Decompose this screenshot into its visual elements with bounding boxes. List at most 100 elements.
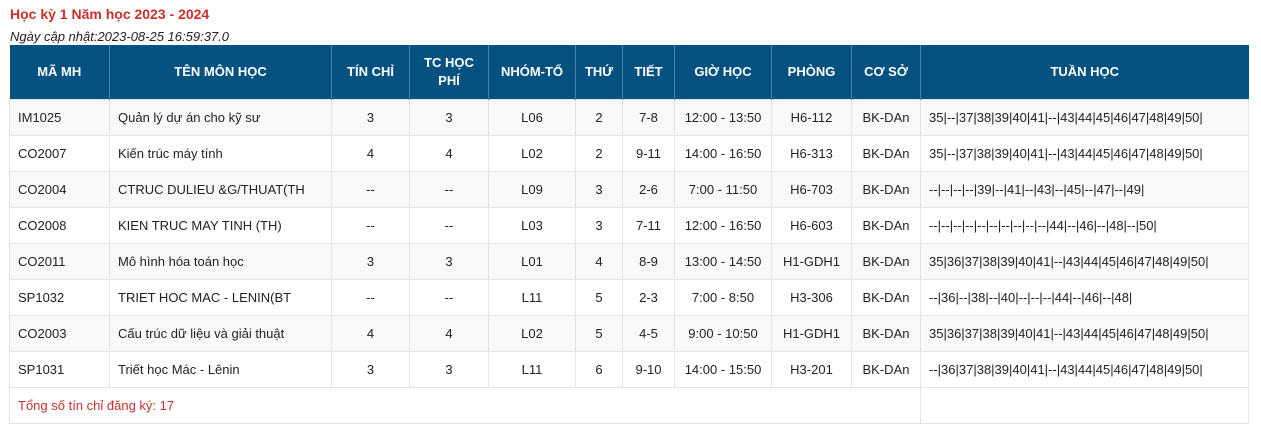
period-cell: 9-11 — [622, 135, 675, 172]
time-cell: 12:00 - 13:50 — [674, 99, 772, 136]
campus-cell: BK-DAn — [851, 351, 921, 388]
day-cell: 3 — [575, 207, 623, 244]
header-weeks: TUẦN HỌC — [920, 45, 1249, 100]
room-cell: H1-GDH1 — [771, 315, 852, 352]
weeks-cell: 35|--|37|38|39|40|41|--|43|44|45|46|47|4… — [920, 99, 1249, 136]
time-cell: 13:00 - 14:50 — [674, 243, 772, 280]
group-cell: L02 — [488, 315, 576, 352]
day-cell: 3 — [575, 171, 623, 208]
header-day: THỨ — [575, 45, 623, 100]
day-cell: 4 — [575, 243, 623, 280]
group-cell: L03 — [488, 207, 576, 244]
course-code-cell: CO2004 — [9, 171, 110, 208]
course-code-cell: CO2007 — [9, 135, 110, 172]
group-cell: L09 — [488, 171, 576, 208]
header-period: TIẾT — [622, 45, 675, 100]
table-row: CO2004 CTRUC DULIEU &G/THUAT(TH -- -- L09 3 2-… — [9, 171, 1249, 208]
campus-cell: BK-DAn — [851, 135, 921, 172]
weeks-cell: 35|--|37|38|39|40|41|--|43|44|45|46|47|4… — [920, 135, 1249, 172]
campus-cell: BK-DAn — [851, 99, 921, 136]
campus-cell: BK-DAn — [851, 207, 921, 244]
room-cell: H3-306 — [771, 279, 852, 316]
day-cell: 6 — [575, 351, 623, 388]
header-course-name: TÊN MÔN HỌC — [109, 45, 332, 100]
campus-cell: BK-DAn — [851, 243, 921, 280]
credits-cell: -- — [331, 171, 410, 208]
header-group: NHÓM-TỔ — [488, 45, 576, 100]
course-code-cell: CO2008 — [9, 207, 110, 244]
table-body: IM1025 Quản lý dự án cho kỹ sư 3 3 L06 2 7-8 12… — [9, 99, 1249, 388]
group-cell: L11 — [488, 279, 576, 316]
weeks-cell: --|36|--|38|--|40|--|--|--|44|--|46|--|4… — [920, 279, 1249, 316]
credits-cell: 3 — [331, 243, 410, 280]
credits-cell: 4 — [331, 135, 410, 172]
time-cell: 14:00 - 15:50 — [674, 351, 772, 388]
table-row: SP1032 TRIET HOC MAC - LENIN(BT -- -- L11 5 2-… — [9, 279, 1249, 316]
fee-credits-cell: -- — [409, 279, 489, 316]
credits-cell: 3 — [331, 351, 410, 388]
room-cell: H6-112 — [771, 99, 852, 136]
room-cell: H6-603 — [771, 207, 852, 244]
period-cell: 9-10 — [622, 351, 675, 388]
campus-cell: BK-DAn — [851, 315, 921, 352]
header-campus: CƠ SỞ — [851, 45, 921, 100]
table-row: CO2011 Mô hình hóa toán học 3 3 L01 4 8-9 13:00… — [9, 243, 1249, 280]
total-credits-text: Tổng số tín chỉ đăng ký: 17 — [18, 398, 175, 413]
header-time: GIỜ HỌC — [674, 45, 772, 100]
page-title: Học kỳ 1 Năm học 2023 - 2024 — [10, 6, 210, 22]
period-cell: 4-5 — [622, 315, 675, 352]
fee-credits-cell: 3 — [409, 243, 489, 280]
updated-timestamp: Ngày cập nhật:2023-08-25 16:59:37.0 — [10, 29, 230, 44]
weeks-cell: 35|36|37|38|39|40|41|--|43|44|45|46|47|4… — [920, 243, 1249, 280]
header-course-code: MÃ MH — [9, 45, 110, 100]
credits-cell: 4 — [331, 315, 410, 352]
course-name-cell: Quản lý dự án cho kỹ sư — [109, 99, 332, 136]
room-cell: H6-313 — [771, 135, 852, 172]
course-name-cell: KIEN TRUC MAY TINH (TH) — [109, 207, 332, 244]
credits-cell: -- — [331, 207, 410, 244]
time-cell: 7:00 - 8:50 — [674, 279, 772, 316]
fee-credits-cell: 4 — [409, 135, 489, 172]
total-empty-cell — [920, 387, 1249, 424]
weeks-cell: 35|36|37|38|39|40|41|--|43|44|45|46|47|4… — [920, 315, 1249, 352]
course-name-cell: Mô hình hóa toán học — [109, 243, 332, 280]
period-cell: 8-9 — [622, 243, 675, 280]
campus-cell: BK-DAn — [851, 171, 921, 208]
total-row: Tổng số tín chỉ đăng ký: 17 — [9, 387, 1249, 424]
course-name-cell: Cấu trúc dữ liệu và giải thuật — [109, 315, 332, 352]
room-cell: H1-GDH1 — [771, 243, 852, 280]
day-cell: 2 — [575, 99, 623, 136]
day-cell: 5 — [575, 315, 623, 352]
header-room: PHÒNG — [771, 45, 852, 100]
group-cell: L01 — [488, 243, 576, 280]
course-code-cell: CO2003 — [9, 315, 110, 352]
schedule-table: MÃ MH TÊN MÔN HỌC TÍN CHỈ TC HỌC PHÍ NHÓM-TỔ… — [9, 45, 1249, 424]
time-cell: 14:00 - 16:50 — [674, 135, 772, 172]
course-code-cell: IM1025 — [9, 99, 110, 136]
table-row: SP1031 Triết học Mác - Lênin 3 3 L11 6 9-10 14:… — [9, 351, 1249, 388]
day-cell: 2 — [575, 135, 623, 172]
table-row: CO2003 Cấu trúc dữ liệu và giải thuật 4 4 L0… — [9, 315, 1249, 352]
table-row: CO2007 Kiến trúc máy tính 4 4 L02 2 9-11 14:00 … — [9, 135, 1249, 172]
group-cell: L02 — [488, 135, 576, 172]
time-cell: 12:00 - 16:50 — [674, 207, 772, 244]
course-code-cell: SP1032 — [9, 279, 110, 316]
header-credits: TÍN CHỈ — [331, 45, 410, 100]
course-name-cell: Triết học Mác - Lênin — [109, 351, 332, 388]
room-cell: H6-703 — [771, 171, 852, 208]
course-name-cell: CTRUC DULIEU &G/THUAT(TH — [109, 171, 332, 208]
total-credits-cell: Tổng số tín chỉ đăng ký: 17 — [9, 387, 921, 424]
course-code-cell: SP1031 — [9, 351, 110, 388]
period-cell: 7-11 — [622, 207, 675, 244]
header-fee-credits: TC HỌC PHÍ — [409, 45, 489, 100]
credits-cell: -- — [331, 279, 410, 316]
period-cell: 7-8 — [622, 99, 675, 136]
campus-cell: BK-DAn — [851, 279, 921, 316]
group-cell: L11 — [488, 351, 576, 388]
weeks-cell: --|36|37|38|39|40|41|--|43|44|45|46|47|4… — [920, 351, 1249, 388]
day-cell: 5 — [575, 279, 623, 316]
fee-credits-cell: 3 — [409, 351, 489, 388]
course-name-cell: Kiến trúc máy tính — [109, 135, 332, 172]
weeks-cell: --|--|--|--|39|--|41|--|43|--|45|--|47|-… — [920, 171, 1249, 208]
